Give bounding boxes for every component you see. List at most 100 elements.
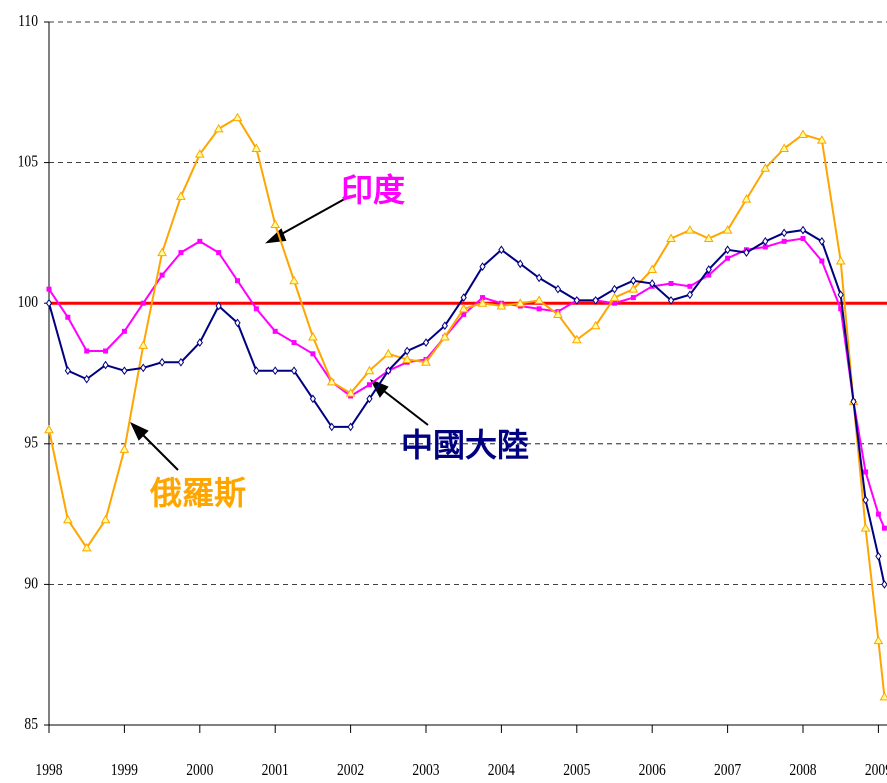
marker — [291, 340, 297, 346]
marker — [741, 194, 752, 203]
arrow-head — [129, 421, 149, 441]
marker — [480, 295, 486, 301]
marker — [666, 233, 676, 243]
marker — [667, 296, 675, 305]
x-tick-label: 2000 — [186, 761, 213, 780]
marker — [62, 514, 73, 524]
marker — [289, 275, 299, 285]
marker — [272, 328, 278, 334]
marker — [649, 279, 656, 288]
x-tick-label: 2004 — [488, 761, 515, 780]
marker — [441, 321, 448, 331]
marker — [835, 256, 846, 265]
marker — [458, 303, 469, 313]
marker — [102, 360, 109, 370]
marker — [724, 245, 731, 255]
marker — [498, 245, 505, 255]
marker — [535, 273, 543, 283]
marker — [760, 163, 771, 172]
marker — [159, 272, 165, 278]
marker — [517, 259, 524, 269]
marker — [347, 422, 354, 432]
marker — [592, 296, 599, 305]
marker — [860, 523, 871, 532]
marker — [83, 374, 90, 384]
marker — [176, 191, 186, 200]
y-tick-label: 95 — [24, 433, 38, 452]
marker — [611, 284, 618, 294]
marker — [215, 301, 222, 311]
marker — [404, 346, 411, 356]
marker — [272, 366, 279, 376]
arrow — [139, 431, 179, 471]
marker — [364, 365, 375, 375]
marker — [816, 135, 827, 144]
marker — [881, 525, 887, 531]
marker — [762, 236, 769, 246]
marker — [668, 281, 674, 287]
marker — [45, 298, 53, 308]
marker — [818, 236, 825, 246]
marker — [799, 225, 807, 235]
series-annotation: 印度 — [341, 171, 405, 209]
x-tick-label: 2007 — [714, 761, 741, 780]
marker — [178, 250, 184, 256]
marker — [496, 301, 507, 310]
marker — [84, 348, 90, 354]
marker — [705, 265, 712, 274]
y-tick-label: 100 — [18, 293, 39, 312]
arrow — [277, 195, 351, 237]
marker — [879, 691, 887, 701]
x-tick-label: 2006 — [639, 761, 666, 780]
marker — [402, 354, 413, 363]
marker — [573, 296, 580, 305]
series-line — [48, 116, 886, 697]
marker — [479, 262, 486, 272]
marker — [725, 255, 731, 261]
marker — [177, 357, 185, 367]
series-annotation: 俄羅斯 — [149, 474, 246, 512]
marker — [703, 233, 714, 243]
marker — [422, 338, 430, 347]
marker — [706, 272, 712, 278]
marker — [875, 551, 882, 561]
marker — [781, 238, 787, 244]
marker — [140, 300, 146, 306]
x-tick-label: 2003 — [412, 761, 439, 780]
marker — [630, 295, 636, 301]
marker — [253, 366, 260, 376]
y-tick-label: 110 — [18, 12, 38, 31]
marker — [253, 306, 259, 312]
marker — [685, 225, 695, 234]
marker — [385, 366, 392, 376]
marker — [534, 295, 544, 304]
marker — [366, 382, 372, 388]
marker — [612, 300, 617, 306]
marker — [421, 357, 431, 366]
marker — [119, 444, 130, 453]
marker — [235, 278, 240, 284]
marker — [138, 340, 149, 349]
x-tick-label: 2002 — [337, 761, 364, 780]
marker — [65, 314, 71, 320]
marker — [571, 334, 582, 344]
marker — [234, 318, 241, 328]
x-tick-label: 2005 — [563, 761, 590, 780]
y-tick-label: 105 — [18, 152, 39, 171]
marker — [121, 328, 127, 334]
series-line — [48, 229, 886, 585]
marker — [194, 149, 205, 158]
marker — [837, 290, 844, 300]
marker — [103, 348, 109, 354]
marker — [157, 247, 167, 257]
marker — [310, 351, 316, 357]
x-tick-label: 2008 — [789, 761, 816, 780]
arrow — [379, 387, 429, 426]
marker — [779, 143, 790, 153]
marker — [590, 320, 601, 330]
series-annotation: 中國大陸 — [401, 426, 529, 464]
marker — [628, 284, 639, 293]
marker — [609, 292, 620, 302]
marker — [875, 511, 881, 517]
